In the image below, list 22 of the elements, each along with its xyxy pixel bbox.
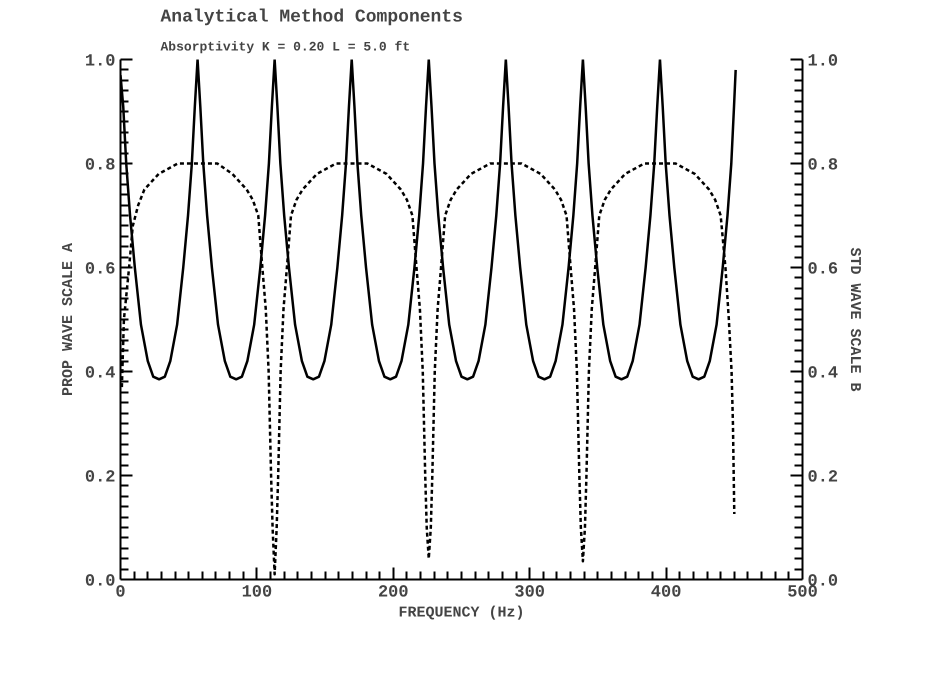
x-tick-label: 100	[242, 584, 272, 602]
x-tick-label: 400	[650, 584, 682, 602]
y-tick-label: 0.0	[84, 572, 116, 592]
chart-subtitle: Absorptivity K = 0.20 L = 5.0 ft	[160, 40, 410, 54]
x-tick-label: 0	[115, 584, 126, 602]
y2-tick-label: 0.8	[808, 156, 838, 176]
y2-tick-label: 0.2	[808, 468, 838, 488]
y-tick-label: 0.6	[84, 260, 116, 280]
y-tick-label: 0.2	[84, 468, 116, 488]
x-tick-label: 300	[514, 584, 546, 602]
x-axis-title: FREQUENCY (Hz)	[398, 604, 525, 622]
chart-title: Analytical Method Components	[160, 8, 463, 28]
y-axis-title: PROP WAVE SCALE A	[60, 242, 77, 396]
y-tick-label: 0.8	[84, 156, 116, 176]
y2-axis-title: STD WAVE SCALE B	[846, 247, 864, 392]
y2-tick-label: 0.4	[808, 364, 838, 384]
y-tick-label: 0.4	[84, 364, 116, 384]
y2-tick-label: 0.6	[808, 260, 838, 280]
y-tick-label: 1.0	[84, 52, 116, 72]
x-tick-label: 200	[378, 584, 409, 602]
y2-tick-label: 1.0	[808, 52, 838, 72]
x-tick-label: 500	[787, 584, 818, 602]
